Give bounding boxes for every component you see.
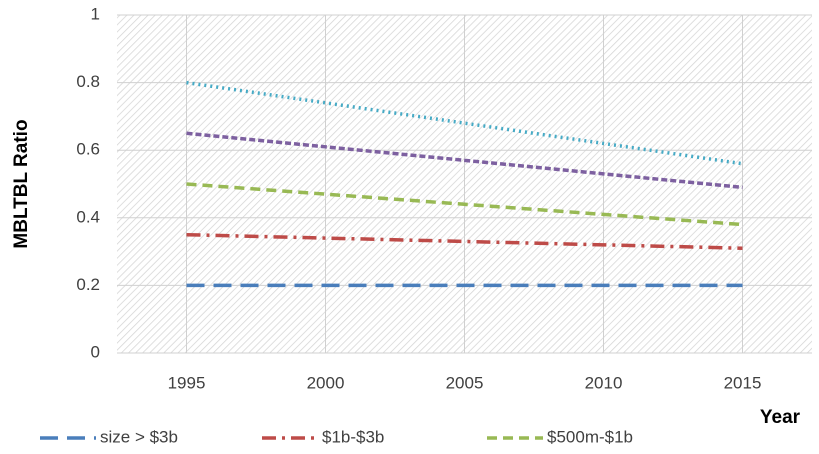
x-axis-label: Year bbox=[760, 407, 801, 428]
x-tick-label: 2015 bbox=[724, 373, 762, 392]
x-tick-label: 2005 bbox=[446, 373, 484, 392]
series-line bbox=[186, 131, 743, 190]
series-line bbox=[186, 80, 743, 166]
y-tick-label: 0 bbox=[91, 342, 100, 361]
y-tick-label: 0.4 bbox=[76, 207, 100, 226]
x-tick-label: 1995 bbox=[168, 373, 206, 392]
y-tick-label: 0.6 bbox=[76, 140, 100, 159]
y-axis-label: MBLTBL Ratio bbox=[11, 119, 32, 248]
series-line bbox=[186, 232, 743, 250]
y-tick-label: 1 bbox=[91, 4, 100, 23]
x-tick-label: 2010 bbox=[585, 373, 623, 392]
x-tick-label: 2000 bbox=[307, 373, 345, 392]
series-line bbox=[186, 182, 743, 227]
y-tick-label: 0.2 bbox=[76, 275, 100, 294]
legend-label: size > $3b bbox=[100, 427, 178, 446]
legend-label: $500m-$1b bbox=[547, 427, 633, 446]
y-tick-label: 0.8 bbox=[76, 72, 100, 91]
legend-label: $1b-$3b bbox=[322, 427, 384, 446]
